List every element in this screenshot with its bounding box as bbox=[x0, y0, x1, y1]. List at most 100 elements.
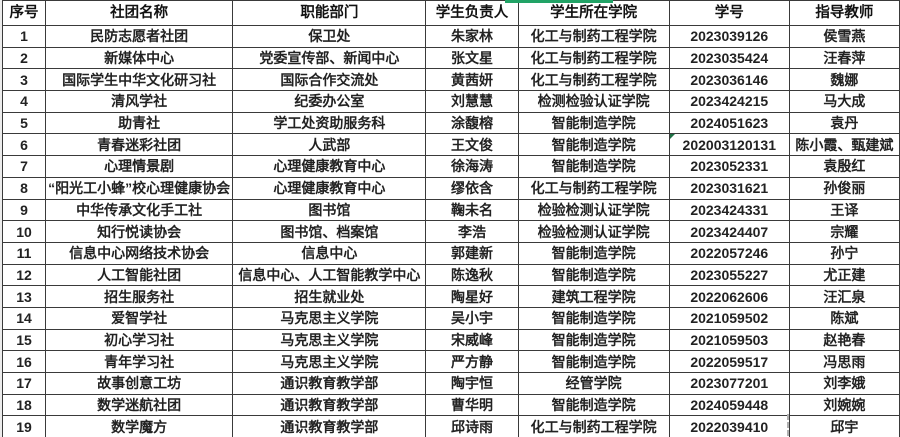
cell-student-leader[interactable]: 宋威峰 bbox=[425, 328, 519, 352]
cell-department[interactable]: 图书馆、档案馆 bbox=[232, 220, 427, 243]
cell-student-id[interactable]: 2022059517 bbox=[668, 350, 790, 373]
cell-student-leader[interactable]: 李浩 bbox=[425, 220, 519, 243]
cell-department[interactable]: 通识教育教学部 bbox=[232, 372, 427, 395]
cell-college[interactable]: 化工与制药工程学院 bbox=[517, 68, 670, 92]
cell-college[interactable]: 检验检测认证学院 bbox=[517, 220, 670, 243]
cell-club-name[interactable]: 人工智能社团 bbox=[45, 263, 234, 287]
cell-student-leader[interactable]: 刘慧慧 bbox=[425, 90, 519, 113]
cell-index[interactable]: 6 bbox=[1, 133, 47, 157]
cell-department[interactable]: 通识教育教学部 bbox=[232, 393, 427, 417]
cell-student-leader[interactable]: 陈逸秋 bbox=[425, 263, 519, 287]
cell-club-name[interactable]: 数学魔方 bbox=[45, 415, 234, 437]
cell-student-leader[interactable]: 张文星 bbox=[425, 46, 519, 70]
cell-advisor[interactable]: 冯思雨 bbox=[788, 350, 900, 373]
cell-student-id[interactable]: 2021059502 bbox=[668, 306, 790, 330]
cell-department[interactable]: 信息中心 bbox=[232, 241, 427, 265]
cell-advisor[interactable]: 刘婉婉 bbox=[788, 393, 900, 417]
cell-club-name[interactable]: 初心学习社 bbox=[45, 328, 234, 352]
cell-index[interactable]: 18 bbox=[1, 393, 47, 417]
cell-advisor[interactable]: 刘李娥 bbox=[788, 372, 900, 395]
cell-student-id[interactable]: 2021059503 bbox=[668, 328, 790, 352]
cell-student-id[interactable]: 2023077201 bbox=[668, 372, 790, 395]
cell-college[interactable]: 智能制造学院 bbox=[517, 328, 670, 352]
cell-index[interactable]: 16 bbox=[1, 350, 47, 373]
cell-student-leader[interactable]: 陶星好 bbox=[425, 285, 519, 308]
column-header-department[interactable]: 职能部门 bbox=[232, 0, 427, 26]
column-header-student-leader[interactable]: 学生负责人 bbox=[425, 0, 519, 26]
cell-index[interactable]: 12 bbox=[1, 263, 47, 287]
cell-student-id[interactable]: 2024059448 bbox=[668, 393, 790, 417]
cell-advisor[interactable]: 陈斌 bbox=[788, 306, 900, 330]
cell-advisor[interactable]: 宗耀 bbox=[788, 220, 900, 243]
cell-college[interactable]: 智能制造学院 bbox=[517, 155, 670, 178]
cell-index[interactable]: 9 bbox=[1, 198, 47, 222]
cell-college[interactable]: 智能制造学院 bbox=[517, 133, 670, 157]
cell-advisor[interactable]: 陈小霞、甄建斌 bbox=[788, 133, 900, 157]
cell-department[interactable]: 学工处资助服务科 bbox=[232, 111, 427, 135]
cell-student-leader[interactable]: 陶宇恒 bbox=[425, 372, 519, 395]
cell-club-name[interactable]: 国际学生中华文化研习社 bbox=[45, 68, 234, 92]
cell-advisor[interactable]: 邱宇 bbox=[788, 415, 900, 437]
cell-club-name[interactable]: 助青社 bbox=[45, 111, 234, 135]
cell-index[interactable]: 15 bbox=[1, 328, 47, 352]
cell-advisor[interactable]: 孙俊丽 bbox=[788, 176, 900, 200]
cell-department[interactable]: 保卫处 bbox=[232, 25, 427, 48]
cell-club-name[interactable]: 民防志愿者社团 bbox=[45, 25, 234, 48]
cell-student-leader[interactable]: 徐海涛 bbox=[425, 155, 519, 178]
cell-index[interactable]: 8 bbox=[1, 176, 47, 200]
cell-advisor[interactable]: 尤正建 bbox=[788, 263, 900, 287]
cell-index[interactable]: 17 bbox=[1, 372, 47, 395]
cell-department[interactable]: 心理健康教育中心 bbox=[232, 176, 427, 200]
column-header-advisor[interactable]: 指导教师 bbox=[788, 0, 900, 26]
cell-advisor[interactable]: 魏娜 bbox=[788, 68, 900, 92]
cell-department[interactable]: 纪委办公室 bbox=[232, 90, 427, 113]
cell-club-name[interactable]: 清风学社 bbox=[45, 90, 234, 113]
cell-college[interactable]: 化工与制药工程学院 bbox=[517, 176, 670, 200]
cell-department[interactable]: 心理健康教育中心 bbox=[232, 155, 427, 178]
cell-student-id-text-as-number-marker[interactable]: 202003120131 bbox=[668, 133, 790, 157]
cell-club-name[interactable]: 新媒体中心 bbox=[45, 46, 234, 70]
cell-club-name[interactable]: 心理情景剧 bbox=[45, 155, 234, 178]
cell-department[interactable]: 马克思主义学院 bbox=[232, 350, 427, 373]
cell-student-leader[interactable]: 严方静 bbox=[425, 350, 519, 373]
cell-index[interactable]: 2 bbox=[1, 46, 47, 70]
cell-student-id[interactable]: 2023039126 bbox=[668, 25, 790, 48]
cell-college[interactable]: 智能制造学院 bbox=[517, 306, 670, 330]
cell-club-name[interactable]: 信息中心网络技术协会 bbox=[45, 241, 234, 265]
column-header-club-name[interactable]: 社团名称 bbox=[45, 0, 234, 26]
cell-advisor[interactable]: 王译 bbox=[788, 198, 900, 222]
cell-index[interactable]: 11 bbox=[1, 241, 47, 265]
cell-college[interactable]: 经管学院 bbox=[517, 372, 670, 395]
cell-club-name[interactable]: 知行悦读协会 bbox=[45, 220, 234, 243]
cell-student-leader[interactable]: 涂馥榕 bbox=[425, 111, 519, 135]
cell-club-name[interactable]: 中华传承文化手工社 bbox=[45, 198, 234, 222]
cell-advisor[interactable]: 汪汇泉 bbox=[788, 285, 900, 308]
cell-college[interactable]: 智能制造学院 bbox=[517, 350, 670, 373]
cell-advisor[interactable]: 孙宁 bbox=[788, 241, 900, 265]
cell-student-id[interactable]: 2023052331 bbox=[668, 155, 790, 178]
cell-student-id[interactable]: 2023036146 bbox=[668, 68, 790, 92]
cell-student-leader[interactable]: 吴小宇 bbox=[425, 306, 519, 330]
cell-college[interactable]: 智能制造学院 bbox=[517, 263, 670, 287]
cell-index[interactable]: 19 bbox=[1, 415, 47, 437]
cell-advisor[interactable]: 袁丹 bbox=[788, 111, 900, 135]
cell-college[interactable]: 智能制造学院 bbox=[517, 111, 670, 135]
column-header-college[interactable]: 学生所在学院 bbox=[517, 0, 670, 26]
cell-student-id[interactable]: 2022057246 bbox=[668, 241, 790, 265]
cell-department[interactable]: 马克思主义学院 bbox=[232, 328, 427, 352]
cell-index[interactable]: 13 bbox=[1, 285, 47, 308]
cell-club-name[interactable]: 青春迷彩社团 bbox=[45, 133, 234, 157]
cell-college[interactable]: 化工与制药工程学院 bbox=[517, 46, 670, 70]
cell-department[interactable]: 马克思主义学院 bbox=[232, 306, 427, 330]
cell-student-leader[interactable]: 黄茜妍 bbox=[425, 68, 519, 92]
cell-student-id[interactable]: 2023031621 bbox=[668, 176, 790, 200]
cell-student-id[interactable]: 2024051623 bbox=[668, 111, 790, 135]
cell-student-id[interactable]: 2023424215 bbox=[668, 90, 790, 113]
cell-index[interactable]: 14 bbox=[1, 306, 47, 330]
cell-college[interactable]: 检测检验认证学院 bbox=[517, 90, 670, 113]
cell-club-name[interactable]: 故事创意工坊 bbox=[45, 372, 234, 395]
cell-index[interactable]: 10 bbox=[1, 220, 47, 243]
cell-advisor[interactable]: 汪春萍 bbox=[788, 46, 900, 70]
cell-college[interactable]: 智能制造学院 bbox=[517, 241, 670, 265]
cell-college[interactable]: 检验检测认证学院 bbox=[517, 198, 670, 222]
